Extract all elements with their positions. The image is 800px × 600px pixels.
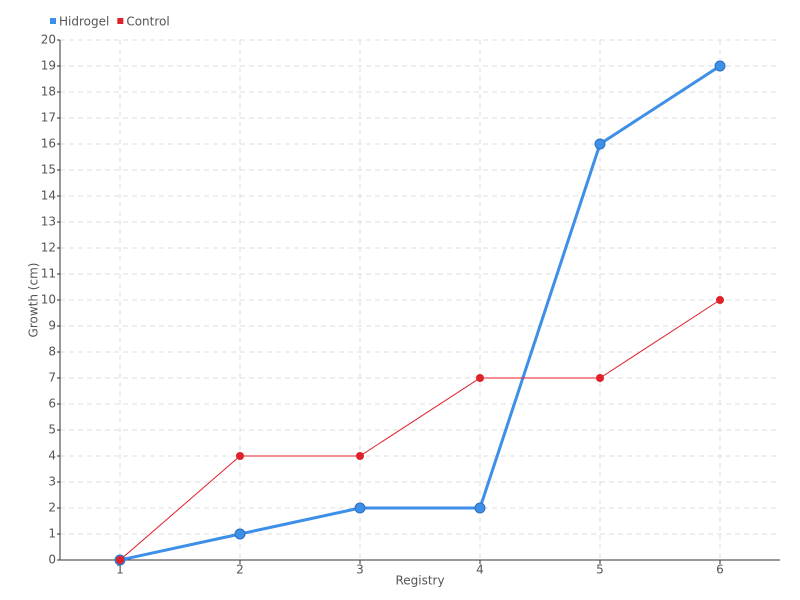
y-tick-label: 5 xyxy=(48,423,56,437)
x-tick-label: 1 xyxy=(116,563,124,577)
point xyxy=(234,528,246,540)
y-tick-label: 6 xyxy=(48,397,56,411)
series-line xyxy=(119,299,721,561)
point xyxy=(596,374,604,382)
y-tick-label: 13 xyxy=(41,215,56,229)
point xyxy=(714,60,726,72)
x-tick-label: 3 xyxy=(356,563,364,577)
y-axis-label: Growth (cm) xyxy=(27,263,41,338)
y-tick-label: 4 xyxy=(48,449,56,463)
legend-label: Hidrogel xyxy=(59,15,109,29)
series-line xyxy=(119,64,721,562)
y-tick-label: 3 xyxy=(48,475,56,489)
y-tick-label: 9 xyxy=(48,319,56,333)
x-axis-label: Registry xyxy=(395,574,444,588)
y-tick-label: 16 xyxy=(41,137,56,151)
y-tick-label: 20 xyxy=(41,33,56,47)
point xyxy=(716,296,724,304)
point xyxy=(236,452,244,460)
y-tick-label: 1 xyxy=(48,527,56,541)
point xyxy=(476,374,484,382)
point xyxy=(594,138,606,150)
point xyxy=(474,502,486,514)
legend-label: Control xyxy=(126,15,169,29)
x-tick-label: 5 xyxy=(596,563,604,577)
legend-swatch xyxy=(117,18,124,24)
y-tick-label: 18 xyxy=(41,85,56,99)
y-tick-label: 10 xyxy=(41,293,56,307)
y-tick-label: 2 xyxy=(48,501,56,515)
point xyxy=(356,452,364,460)
x-tick-label: 6 xyxy=(716,563,724,577)
point xyxy=(116,556,124,564)
legend-swatch xyxy=(50,18,56,24)
y-tick-label: 7 xyxy=(48,371,56,385)
y-tick-label: 12 xyxy=(41,241,56,255)
y-tick-label: 11 xyxy=(41,267,56,281)
point xyxy=(354,502,366,514)
y-tick-label: 8 xyxy=(48,345,56,359)
y-tick-label: 0 xyxy=(48,553,56,567)
y-tick-label: 17 xyxy=(41,111,56,125)
y-tick-label: 14 xyxy=(41,189,56,203)
y-tick-label: 19 xyxy=(41,59,56,73)
x-tick-label: 2 xyxy=(236,563,244,577)
x-tick-label: 4 xyxy=(476,563,484,577)
y-tick-label: 15 xyxy=(41,163,56,177)
